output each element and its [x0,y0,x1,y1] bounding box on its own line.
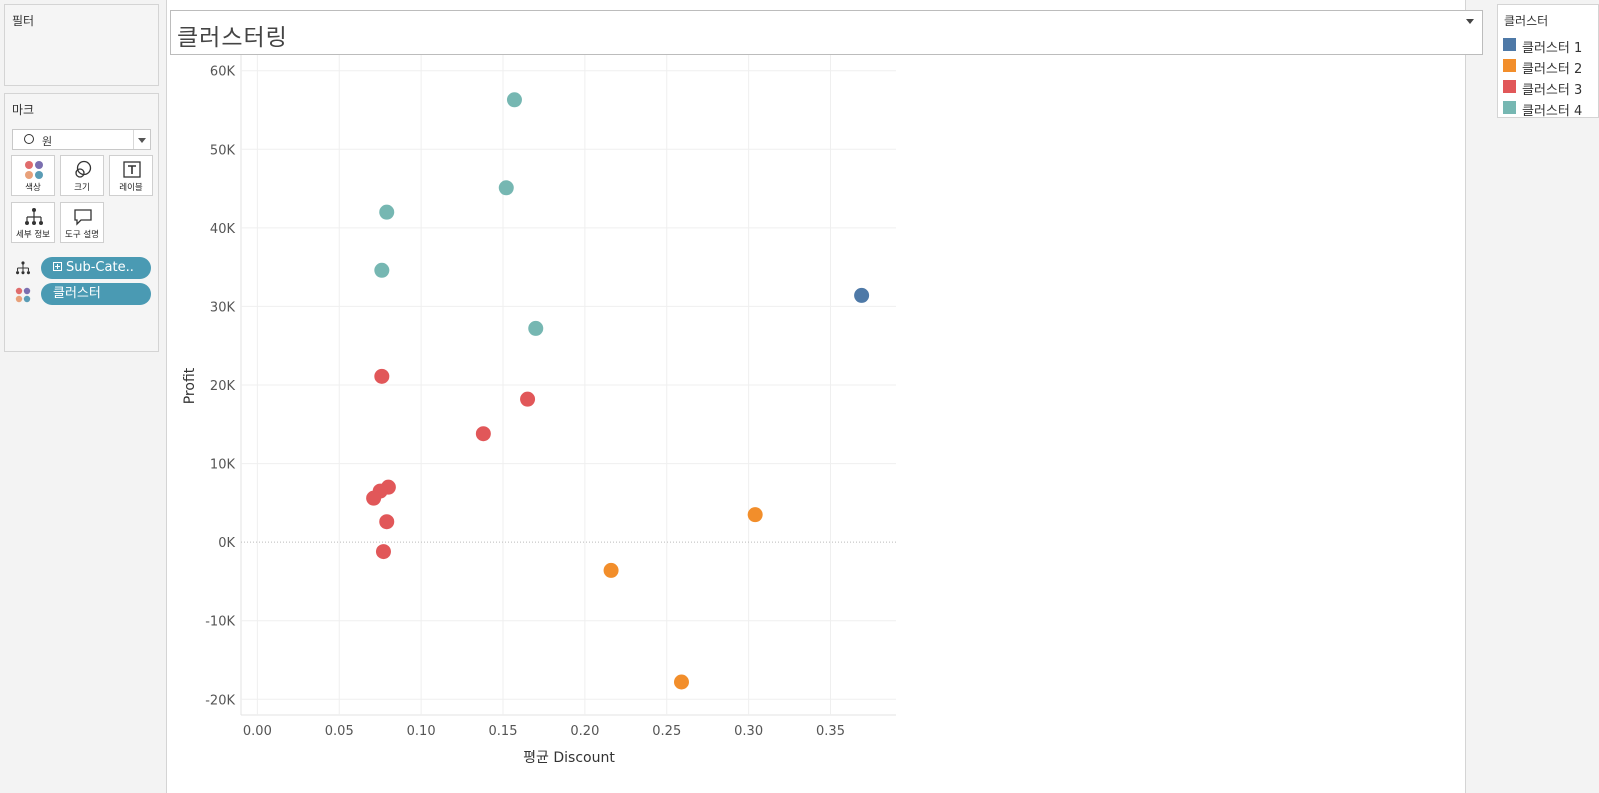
scatter-point-cluster-2[interactable] [673,674,689,690]
cluster-pill-label: 클러스터 [53,286,101,301]
x-tick-label: 0.25 [652,724,681,739]
legend-swatch [1503,80,1516,93]
color-card-button[interactable]: 색상 [11,155,55,196]
detail-card-label: 세부 정보 [16,230,50,240]
cluster-pill[interactable]: 클러스터 [41,283,151,305]
scatter-point-cluster-2[interactable] [603,562,619,578]
x-tick-label: 0.15 [489,724,518,739]
legend-label: 클러스터 3 [1522,83,1583,98]
dropdown-divider [133,130,134,149]
scatter-point-cluster-2[interactable] [747,507,763,523]
y-tick-label: 60K [210,65,236,80]
sub-category-pill[interactable]: Sub-Cate.. [41,257,151,279]
x-axis-ticks: 0.00 0.05 0.10 0.15 0.20 0.25 0.30 0.35 [243,724,845,739]
legend-label: 클러스터 4 [1522,104,1583,119]
scatter-point-cluster-4[interactable] [528,320,544,336]
circle-icon [24,134,34,144]
scatter-point-cluster-3[interactable] [475,426,491,442]
marks-title: 마크 [12,103,35,117]
scatter-point-cluster-4[interactable] [498,180,514,196]
viz-title-bar[interactable]: 클러스터링 [170,10,1483,55]
y-axis-ticks: -20K -10K 0K 10K 20K 30K 40K 50K 60K [205,65,235,709]
scatter-point-cluster-4[interactable] [379,204,395,220]
detail-icon [16,261,30,275]
tooltip-card-button[interactable]: 도구 설명 [60,202,104,243]
x-axis-label: 평균 Discount [523,750,615,766]
legend-swatch [1503,101,1516,114]
y-tick-label: 0K [218,536,235,551]
label-card-button[interactable]: 레이블 [109,155,153,196]
filters-shelf[interactable]: 필터 [4,4,159,86]
chevron-down-icon[interactable] [138,138,146,143]
page-title: 클러스터링 [177,25,288,51]
color-pill-row: 클러스터 [15,283,155,305]
y-tick-label: 30K [210,300,236,315]
detail-pill-row: Sub-Cate.. [15,257,155,279]
scatter-point-cluster-3[interactable] [366,490,382,506]
color-icon [25,161,43,179]
x-tick-label: 0.20 [570,724,599,739]
mark-type-label: 원 [42,135,53,148]
detail-icon [25,208,43,225]
size-card-button[interactable]: 크기 [60,155,104,196]
x-tick-label: 0.10 [407,724,436,739]
size-icon [75,160,92,178]
tooltip-icon [74,209,92,226]
filters-title: 필터 [12,14,35,28]
tooltip-card-label: 도구 설명 [65,230,99,240]
grid-lines [240,55,896,716]
scatter-chart[interactable]: -20K -10K 0K 10K 20K 30K 40K 50K 60K 0.00 0.05 0.1… [166,55,946,790]
legend-label: 클러스터 1 [1522,41,1583,56]
x-tick-label: 0.05 [325,724,354,739]
x-tick-label: 0.30 [734,724,763,739]
y-tick-label: -10K [205,615,235,630]
y-axis-label: Profit [182,367,198,404]
legend-label: 클러스터 2 [1522,62,1583,77]
legend-swatch [1503,59,1516,72]
legend-item-cluster-3[interactable]: 클러스터 3 [1503,79,1599,98]
marks-card: 마크 원 색상 크기 레이블 [4,93,159,352]
scatter-point-cluster-4[interactable] [506,92,522,108]
expand-icon[interactable] [53,262,62,271]
scatter-point-cluster-3[interactable] [520,391,536,407]
x-tick-label: 0.35 [816,724,845,739]
color-legend: 클러스터 클러스터 1 클러스터 2 클러스터 3 클러스터 4 [1497,4,1599,119]
x-tick-label: 0.00 [243,724,272,739]
size-card-label: 크기 [74,183,90,193]
data-points[interactable] [366,92,870,690]
sub-category-pill-label: Sub-Cate.. [66,260,134,275]
viz-area [166,0,1466,793]
color-card-label: 색상 [25,183,41,193]
y-tick-label: 10K [210,458,236,473]
scatter-point-cluster-4[interactable] [374,262,390,278]
mark-type-dropdown[interactable]: 원 [12,129,151,150]
color-icon [15,287,31,303]
detail-card-button[interactable]: 세부 정보 [11,202,55,243]
y-tick-label: -20K [205,693,235,708]
legend-item-cluster-2[interactable]: 클러스터 2 [1503,58,1599,77]
scatter-point-cluster-1[interactable] [854,287,870,303]
legend-title: 클러스터 [1504,14,1549,28]
y-tick-label: 40K [210,222,236,237]
label-icon [123,161,141,178]
y-tick-label: 50K [210,143,236,158]
scatter-point-cluster-3[interactable] [375,544,391,560]
legend-swatch [1503,38,1516,51]
chevron-down-icon[interactable] [1466,19,1474,24]
legend-item-cluster-4[interactable]: 클러스터 4 [1503,100,1599,119]
label-card-label: 레이블 [119,183,143,193]
legend-item-cluster-1[interactable]: 클러스터 1 [1503,37,1599,56]
scatter-point-cluster-3[interactable] [374,368,390,384]
scatter-point-cluster-3[interactable] [379,514,395,530]
y-tick-label: 20K [210,379,236,394]
